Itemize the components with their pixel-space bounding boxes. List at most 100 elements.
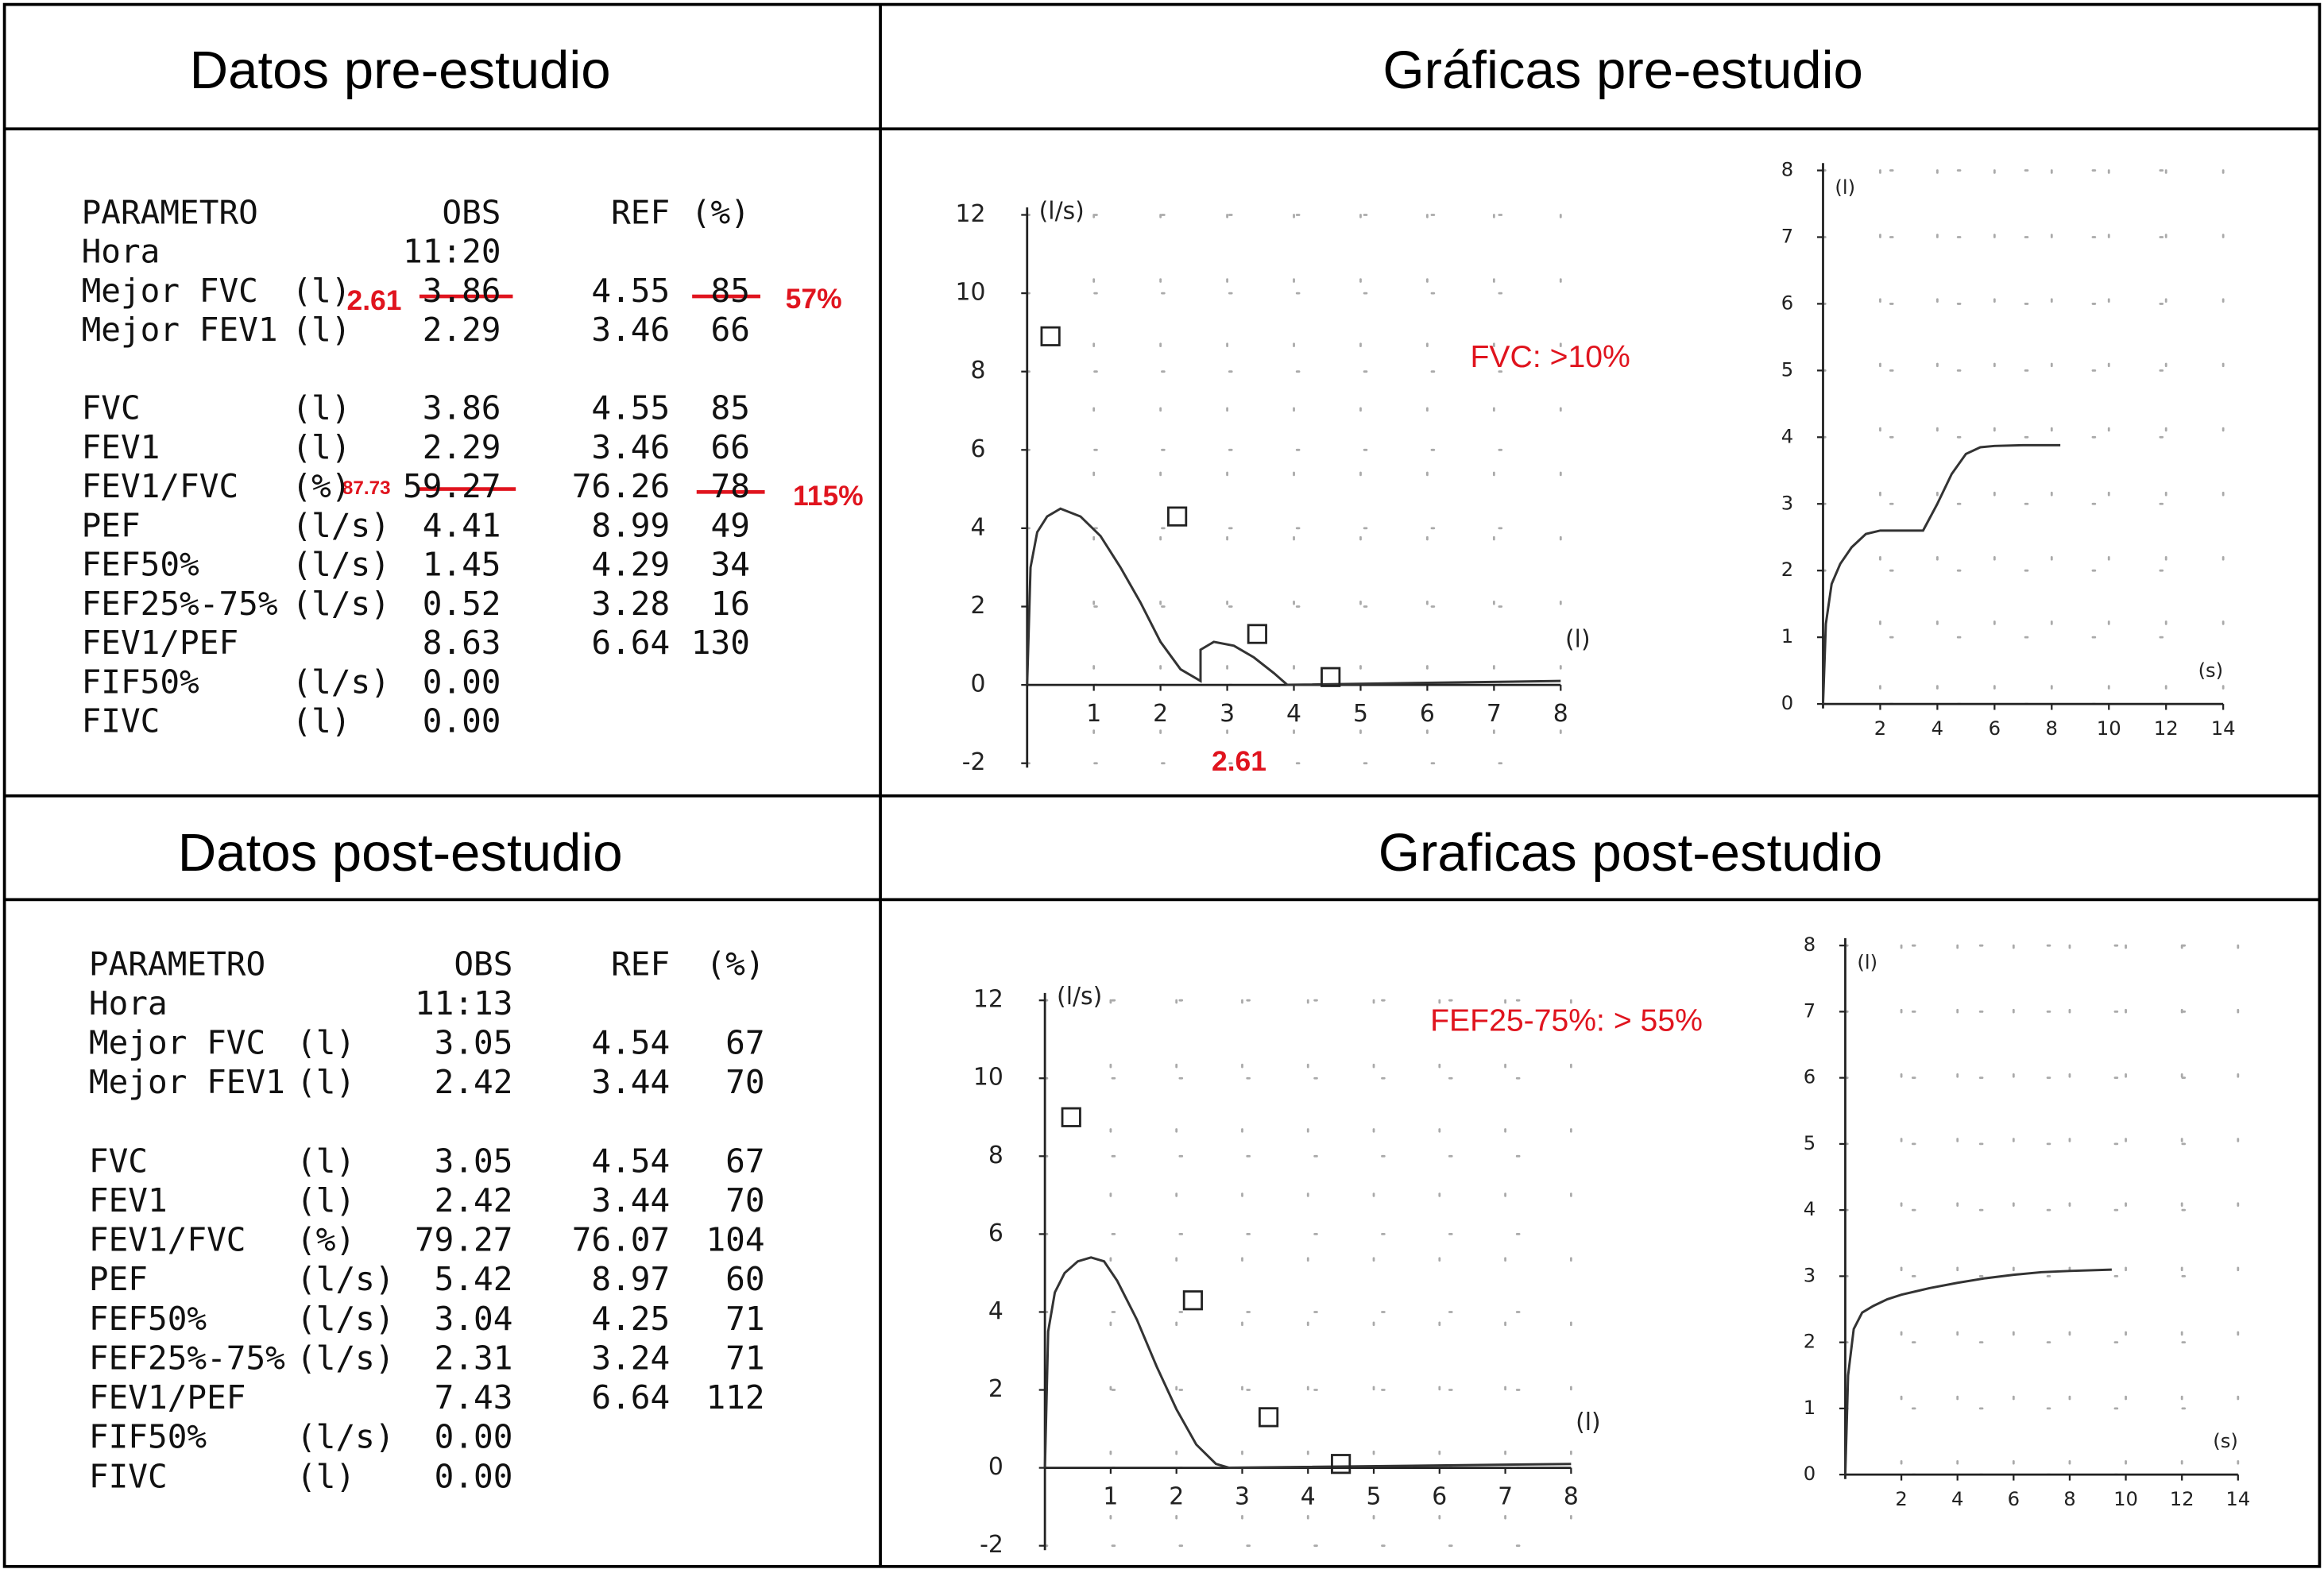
- table-cell: (%): [296, 1221, 355, 1259]
- curve: [1843, 1268, 2112, 1475]
- table-cell: 0.00: [423, 663, 501, 701]
- y-tick-label: 5: [1804, 1131, 1816, 1154]
- x-tick-label: 4: [1301, 1482, 1316, 1510]
- parameter: FIVC: [89, 1457, 168, 1495]
- table-cell: 0.00: [423, 702, 501, 740]
- y-tick-label: 4: [1781, 424, 1793, 447]
- table-cell: 4.29: [591, 546, 670, 584]
- y-tick-label: 2: [1804, 1330, 1816, 1353]
- table-cell: 76.07: [572, 1221, 670, 1259]
- parameter: FEV1/PEF: [89, 1378, 246, 1416]
- parameter: PEF: [82, 506, 141, 544]
- table-cell: (%): [691, 193, 750, 231]
- table-cell: REF: [611, 193, 670, 231]
- table-cell: 16: [711, 585, 750, 623]
- table-cell: (l): [296, 1181, 355, 1219]
- table-cell: (%): [706, 945, 764, 983]
- x-tick-label: 6: [1432, 1482, 1447, 1510]
- x-tick-label: 1: [1086, 700, 1101, 728]
- parameter: PEF: [89, 1260, 148, 1298]
- parameter: Mejor FEV1: [89, 1063, 285, 1101]
- marker: [1247, 624, 1267, 644]
- table-cell: (l/s): [296, 1418, 394, 1456]
- x-tick-label: 6: [1989, 717, 2001, 740]
- table-cell: 1.45: [423, 546, 501, 584]
- table-cell: 70: [725, 1181, 764, 1219]
- y-unit-label: (l): [1835, 176, 1855, 199]
- table-cell: 4.54: [591, 1142, 670, 1180]
- table-cell: 3.04: [435, 1300, 513, 1338]
- table-cell: 71: [725, 1339, 764, 1377]
- correction: 87.73: [342, 477, 391, 499]
- x-tick-label: 12: [2154, 717, 2179, 740]
- x-tick-label: 3: [1235, 1482, 1250, 1510]
- table-cell: 78: [711, 467, 750, 505]
- x-unit-label: (l): [1576, 1409, 1601, 1436]
- table-cell: 2.29: [423, 311, 501, 349]
- y-unit-label: (l/s): [1057, 983, 1102, 1011]
- x-tick-label: 7: [1498, 1482, 1513, 1510]
- x-tick-label: 5: [1367, 1482, 1382, 1510]
- table-cell: 67: [725, 1142, 764, 1180]
- y-tick-label: 4: [988, 1297, 1003, 1325]
- table-cell: 3.44: [591, 1181, 670, 1219]
- table-cell: (l/s): [292, 506, 389, 544]
- parameter: FEV1: [89, 1181, 168, 1219]
- table-cell: 49: [711, 506, 750, 544]
- table-cell: 3.86: [423, 272, 501, 310]
- y-tick-label: 0: [1781, 691, 1793, 714]
- parameter: FEF50%: [89, 1300, 207, 1338]
- x-unit-label: (s): [2213, 1429, 2238, 1452]
- table-cell: 2.31: [435, 1339, 513, 1377]
- x-tick-label: 14: [2225, 1487, 2250, 1510]
- x-tick-label: 4: [1286, 700, 1301, 728]
- table-cell: (l/s): [296, 1300, 394, 1338]
- parameter: FIF50%: [89, 1418, 207, 1456]
- table-cell: 3.46: [591, 311, 670, 349]
- parameter: PARAMETRO: [89, 945, 265, 983]
- parameter: FEV1: [82, 428, 160, 466]
- annotation: 2.61: [1212, 745, 1266, 777]
- x-tick-label: 8: [1553, 700, 1568, 728]
- table-cell: 6.64: [591, 624, 670, 662]
- y-tick-label: 7: [1804, 999, 1816, 1022]
- table-cell: 34: [711, 546, 750, 584]
- y-tick-label: 0: [1804, 1462, 1816, 1485]
- parameter: FEF25%-75%: [82, 585, 278, 623]
- y-tick-label: 1: [1804, 1396, 1816, 1419]
- y-tick-label: 4: [971, 513, 986, 541]
- y-unit-label: (l): [1857, 951, 1877, 974]
- table-cell: OBS: [442, 193, 501, 231]
- marker: [1167, 506, 1188, 527]
- table-cell: 2.42: [435, 1181, 513, 1219]
- table-cell: (l/s): [292, 585, 389, 623]
- table-cell: (l): [292, 702, 350, 740]
- table-cell: 66: [711, 311, 750, 349]
- marker: [1182, 1290, 1203, 1311]
- table-cell: (l/s): [296, 1260, 394, 1298]
- marker: [1321, 667, 1341, 687]
- x-tick-label: 3: [1220, 700, 1235, 728]
- x-tick-label: 2: [1153, 700, 1168, 728]
- x-tick-label: 2: [1895, 1487, 1907, 1510]
- annotation: FEF25-75%: > 55%: [1430, 1004, 1703, 1038]
- marker: [1331, 1454, 1351, 1474]
- x-tick-label: 1: [1103, 1482, 1118, 1510]
- x-tick-label: 12: [2170, 1487, 2194, 1510]
- y-tick-label: 6: [1804, 1065, 1816, 1088]
- annotation: FVC: >10%: [1471, 340, 1630, 374]
- table-cell: 11:20: [403, 233, 501, 271]
- y-tick-label: -2: [962, 748, 986, 776]
- table-cell: 3.05: [435, 1142, 513, 1180]
- table-cell: 3.24: [591, 1339, 670, 1377]
- table-cell: 4.41: [423, 506, 501, 544]
- table-cell: 3.44: [591, 1063, 670, 1101]
- parameter: FEF25%-75%: [89, 1339, 285, 1377]
- correction: 2.61: [347, 284, 402, 316]
- table-cell: 76.26: [572, 467, 670, 505]
- curve: [1043, 1256, 1572, 1470]
- table-cell: (l): [296, 1024, 355, 1062]
- y-tick-label: 8: [1804, 933, 1816, 956]
